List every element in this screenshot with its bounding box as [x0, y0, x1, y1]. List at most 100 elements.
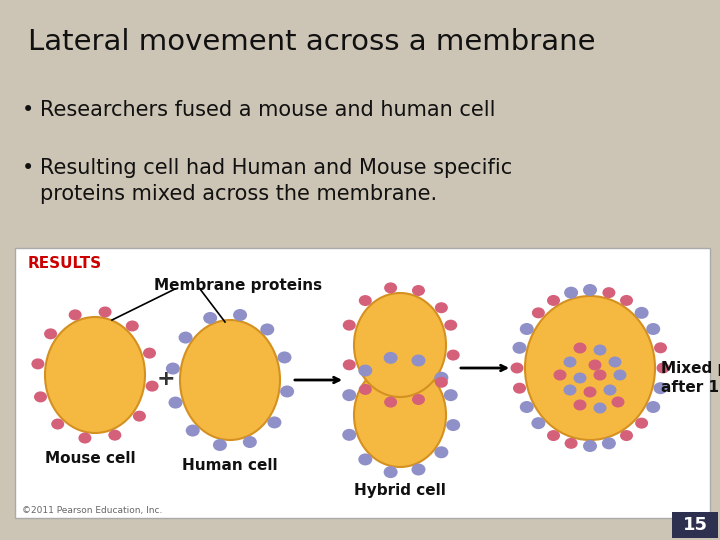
Ellipse shape	[602, 437, 616, 449]
Text: Mouse cell: Mouse cell	[45, 451, 135, 466]
Ellipse shape	[342, 389, 356, 401]
Ellipse shape	[513, 383, 526, 394]
Ellipse shape	[384, 396, 397, 408]
Ellipse shape	[574, 400, 587, 410]
Ellipse shape	[657, 362, 670, 374]
Ellipse shape	[267, 416, 282, 428]
Ellipse shape	[99, 307, 112, 318]
Ellipse shape	[354, 293, 446, 397]
Ellipse shape	[635, 417, 648, 429]
Ellipse shape	[446, 419, 460, 431]
Ellipse shape	[564, 287, 578, 299]
Ellipse shape	[513, 342, 526, 354]
Ellipse shape	[574, 342, 587, 354]
Ellipse shape	[444, 389, 458, 401]
Ellipse shape	[280, 386, 294, 397]
Text: Human cell: Human cell	[182, 458, 278, 473]
Text: Membrane proteins: Membrane proteins	[154, 278, 322, 293]
Ellipse shape	[343, 320, 356, 330]
Ellipse shape	[634, 307, 649, 319]
Ellipse shape	[412, 394, 425, 405]
Text: Mixed proteins
after 1 hour: Mixed proteins after 1 hour	[661, 361, 720, 395]
Ellipse shape	[435, 377, 448, 388]
Text: Lateral movement across a membrane: Lateral movement across a membrane	[28, 28, 595, 56]
Ellipse shape	[554, 369, 567, 381]
Ellipse shape	[531, 417, 545, 429]
Ellipse shape	[411, 354, 426, 367]
Ellipse shape	[547, 430, 560, 441]
Ellipse shape	[412, 285, 425, 296]
Ellipse shape	[654, 342, 667, 353]
Ellipse shape	[434, 372, 449, 384]
Ellipse shape	[359, 384, 372, 395]
Ellipse shape	[647, 323, 660, 335]
Ellipse shape	[78, 433, 91, 443]
Ellipse shape	[620, 430, 633, 441]
Ellipse shape	[435, 302, 448, 313]
Ellipse shape	[611, 396, 624, 408]
Ellipse shape	[564, 384, 577, 395]
Ellipse shape	[444, 320, 457, 330]
Ellipse shape	[411, 463, 426, 476]
Ellipse shape	[574, 373, 587, 383]
Ellipse shape	[588, 360, 601, 370]
Ellipse shape	[532, 307, 545, 319]
Ellipse shape	[143, 348, 156, 359]
Ellipse shape	[603, 384, 616, 395]
Ellipse shape	[44, 328, 57, 339]
Ellipse shape	[603, 287, 616, 298]
Ellipse shape	[593, 402, 606, 414]
Ellipse shape	[213, 439, 227, 451]
Ellipse shape	[384, 282, 397, 293]
Ellipse shape	[34, 392, 47, 402]
Text: •: •	[22, 158, 35, 178]
Ellipse shape	[133, 410, 146, 422]
Ellipse shape	[593, 345, 606, 355]
Ellipse shape	[564, 438, 577, 449]
Ellipse shape	[647, 401, 660, 413]
Ellipse shape	[446, 349, 459, 361]
Ellipse shape	[613, 369, 626, 381]
Ellipse shape	[342, 429, 356, 441]
Text: Hybrid cell: Hybrid cell	[354, 483, 446, 498]
Text: +: +	[157, 369, 175, 389]
Ellipse shape	[179, 332, 192, 343]
Bar	[672, 512, 718, 538]
Ellipse shape	[261, 323, 274, 335]
Ellipse shape	[608, 356, 621, 368]
Ellipse shape	[583, 440, 597, 452]
Ellipse shape	[45, 317, 145, 433]
Ellipse shape	[186, 424, 199, 436]
Ellipse shape	[243, 436, 257, 448]
Ellipse shape	[510, 362, 523, 374]
Ellipse shape	[384, 466, 397, 478]
Ellipse shape	[32, 359, 45, 369]
Ellipse shape	[384, 352, 397, 364]
Ellipse shape	[145, 381, 158, 392]
Text: ©2011 Pearson Education, Inc.: ©2011 Pearson Education, Inc.	[22, 506, 163, 515]
Ellipse shape	[68, 309, 81, 320]
Ellipse shape	[520, 323, 534, 335]
Ellipse shape	[564, 356, 577, 368]
Ellipse shape	[620, 295, 633, 306]
Ellipse shape	[359, 364, 372, 376]
Ellipse shape	[525, 296, 655, 440]
Ellipse shape	[359, 454, 372, 465]
Ellipse shape	[520, 401, 534, 413]
Ellipse shape	[203, 312, 217, 324]
Ellipse shape	[51, 418, 64, 429]
Ellipse shape	[547, 295, 560, 306]
Ellipse shape	[180, 320, 280, 440]
Ellipse shape	[343, 359, 356, 370]
Text: Researchers fused a mouse and human cell: Researchers fused a mouse and human cell	[40, 100, 495, 120]
Ellipse shape	[654, 382, 667, 394]
Ellipse shape	[168, 396, 182, 409]
Text: •: •	[22, 100, 35, 120]
Ellipse shape	[593, 369, 606, 381]
Ellipse shape	[354, 363, 446, 467]
Ellipse shape	[233, 309, 247, 321]
Ellipse shape	[108, 430, 122, 441]
Ellipse shape	[583, 284, 597, 296]
Bar	[15, 248, 710, 518]
Ellipse shape	[166, 362, 180, 375]
